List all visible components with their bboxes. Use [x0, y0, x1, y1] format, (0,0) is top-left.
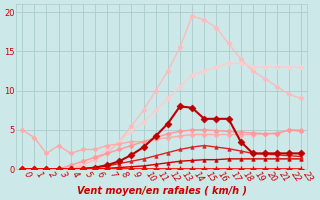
X-axis label: Vent moyen/en rafales ( km/h ): Vent moyen/en rafales ( km/h ) [77, 186, 247, 196]
